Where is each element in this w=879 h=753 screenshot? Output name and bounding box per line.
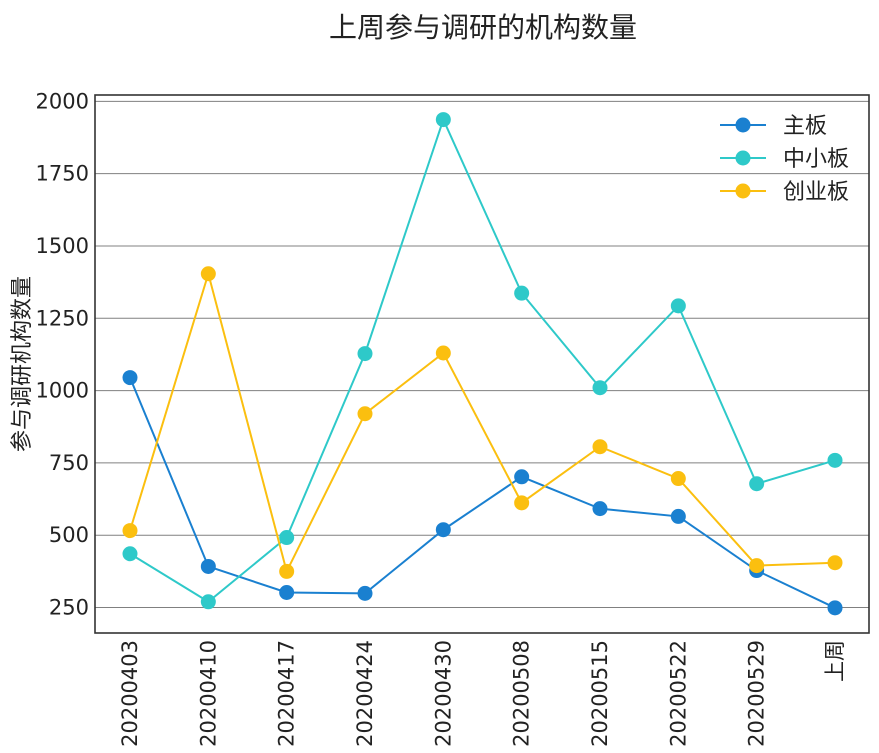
data-point [827, 600, 843, 616]
data-point [749, 558, 765, 574]
y-tick-label: 750 [49, 451, 89, 475]
x-tick-label: 20200430 [431, 640, 455, 747]
gridlines [95, 100, 869, 609]
legend-label: 主板 [783, 114, 827, 139]
plot-area-frame [94, 94, 870, 634]
data-point [514, 469, 530, 485]
data-point [592, 501, 608, 517]
x-tick-label: 20200515 [588, 640, 612, 747]
data-point [435, 345, 451, 361]
y-tick-label: 2000 [36, 89, 89, 113]
legend-label: 创业板 [783, 180, 849, 205]
legend-marker [735, 183, 751, 199]
y-axis-label: 参与调研机构数量 [10, 276, 35, 452]
x-tick-label: 上周 [823, 640, 847, 682]
data-point [200, 266, 216, 282]
x-tick-label: 20200424 [353, 640, 377, 747]
y-tick-label: 1250 [36, 306, 89, 330]
legend-marker [735, 150, 751, 166]
x-tick-label: 20200529 [745, 640, 769, 747]
data-point [749, 476, 765, 492]
data-point [122, 523, 138, 539]
series-layer [122, 112, 843, 616]
y-tick-label: 1500 [36, 234, 89, 258]
x-tick-label: 20200417 [275, 640, 299, 747]
data-point [279, 530, 295, 546]
data-point [592, 380, 608, 396]
y-tick-label: 500 [49, 523, 89, 547]
data-point [200, 558, 216, 574]
data-point [357, 346, 373, 362]
data-point [670, 298, 686, 314]
data-point [279, 585, 295, 601]
data-point [670, 471, 686, 487]
y-axis: 250 500 750 1000 1250 1500 1750 2000 [36, 89, 89, 619]
data-point [670, 508, 686, 524]
chart-title: 上周参与调研的机构数量 [328, 11, 637, 44]
x-tick-label: 20200508 [510, 640, 534, 747]
x-tick-label: 20200410 [196, 640, 220, 747]
data-point [357, 406, 373, 422]
data-point [827, 452, 843, 468]
data-point [827, 555, 843, 571]
x-tick-label: 20200403 [118, 640, 142, 747]
series-line [129, 377, 836, 609]
data-point [514, 285, 530, 301]
y-tick-label: 1000 [36, 379, 89, 403]
data-point [435, 522, 451, 538]
data-point [200, 594, 216, 610]
series-line [129, 116, 836, 603]
data-point [435, 112, 451, 128]
data-point [122, 370, 138, 386]
legend-marker [735, 117, 751, 133]
data-point [514, 495, 530, 511]
data-point [357, 585, 373, 601]
data-point [279, 563, 295, 579]
series-line [129, 270, 836, 575]
x-tick-label: 20200522 [666, 640, 690, 747]
y-tick-label: 1750 [36, 162, 89, 186]
x-axis: 20200403 20200410 20200417 20200424 20200430… [118, 640, 847, 747]
y-tick-label: 250 [49, 596, 89, 620]
data-point [592, 439, 608, 455]
data-point [122, 546, 138, 562]
legend-label: 中小板 [783, 147, 849, 172]
